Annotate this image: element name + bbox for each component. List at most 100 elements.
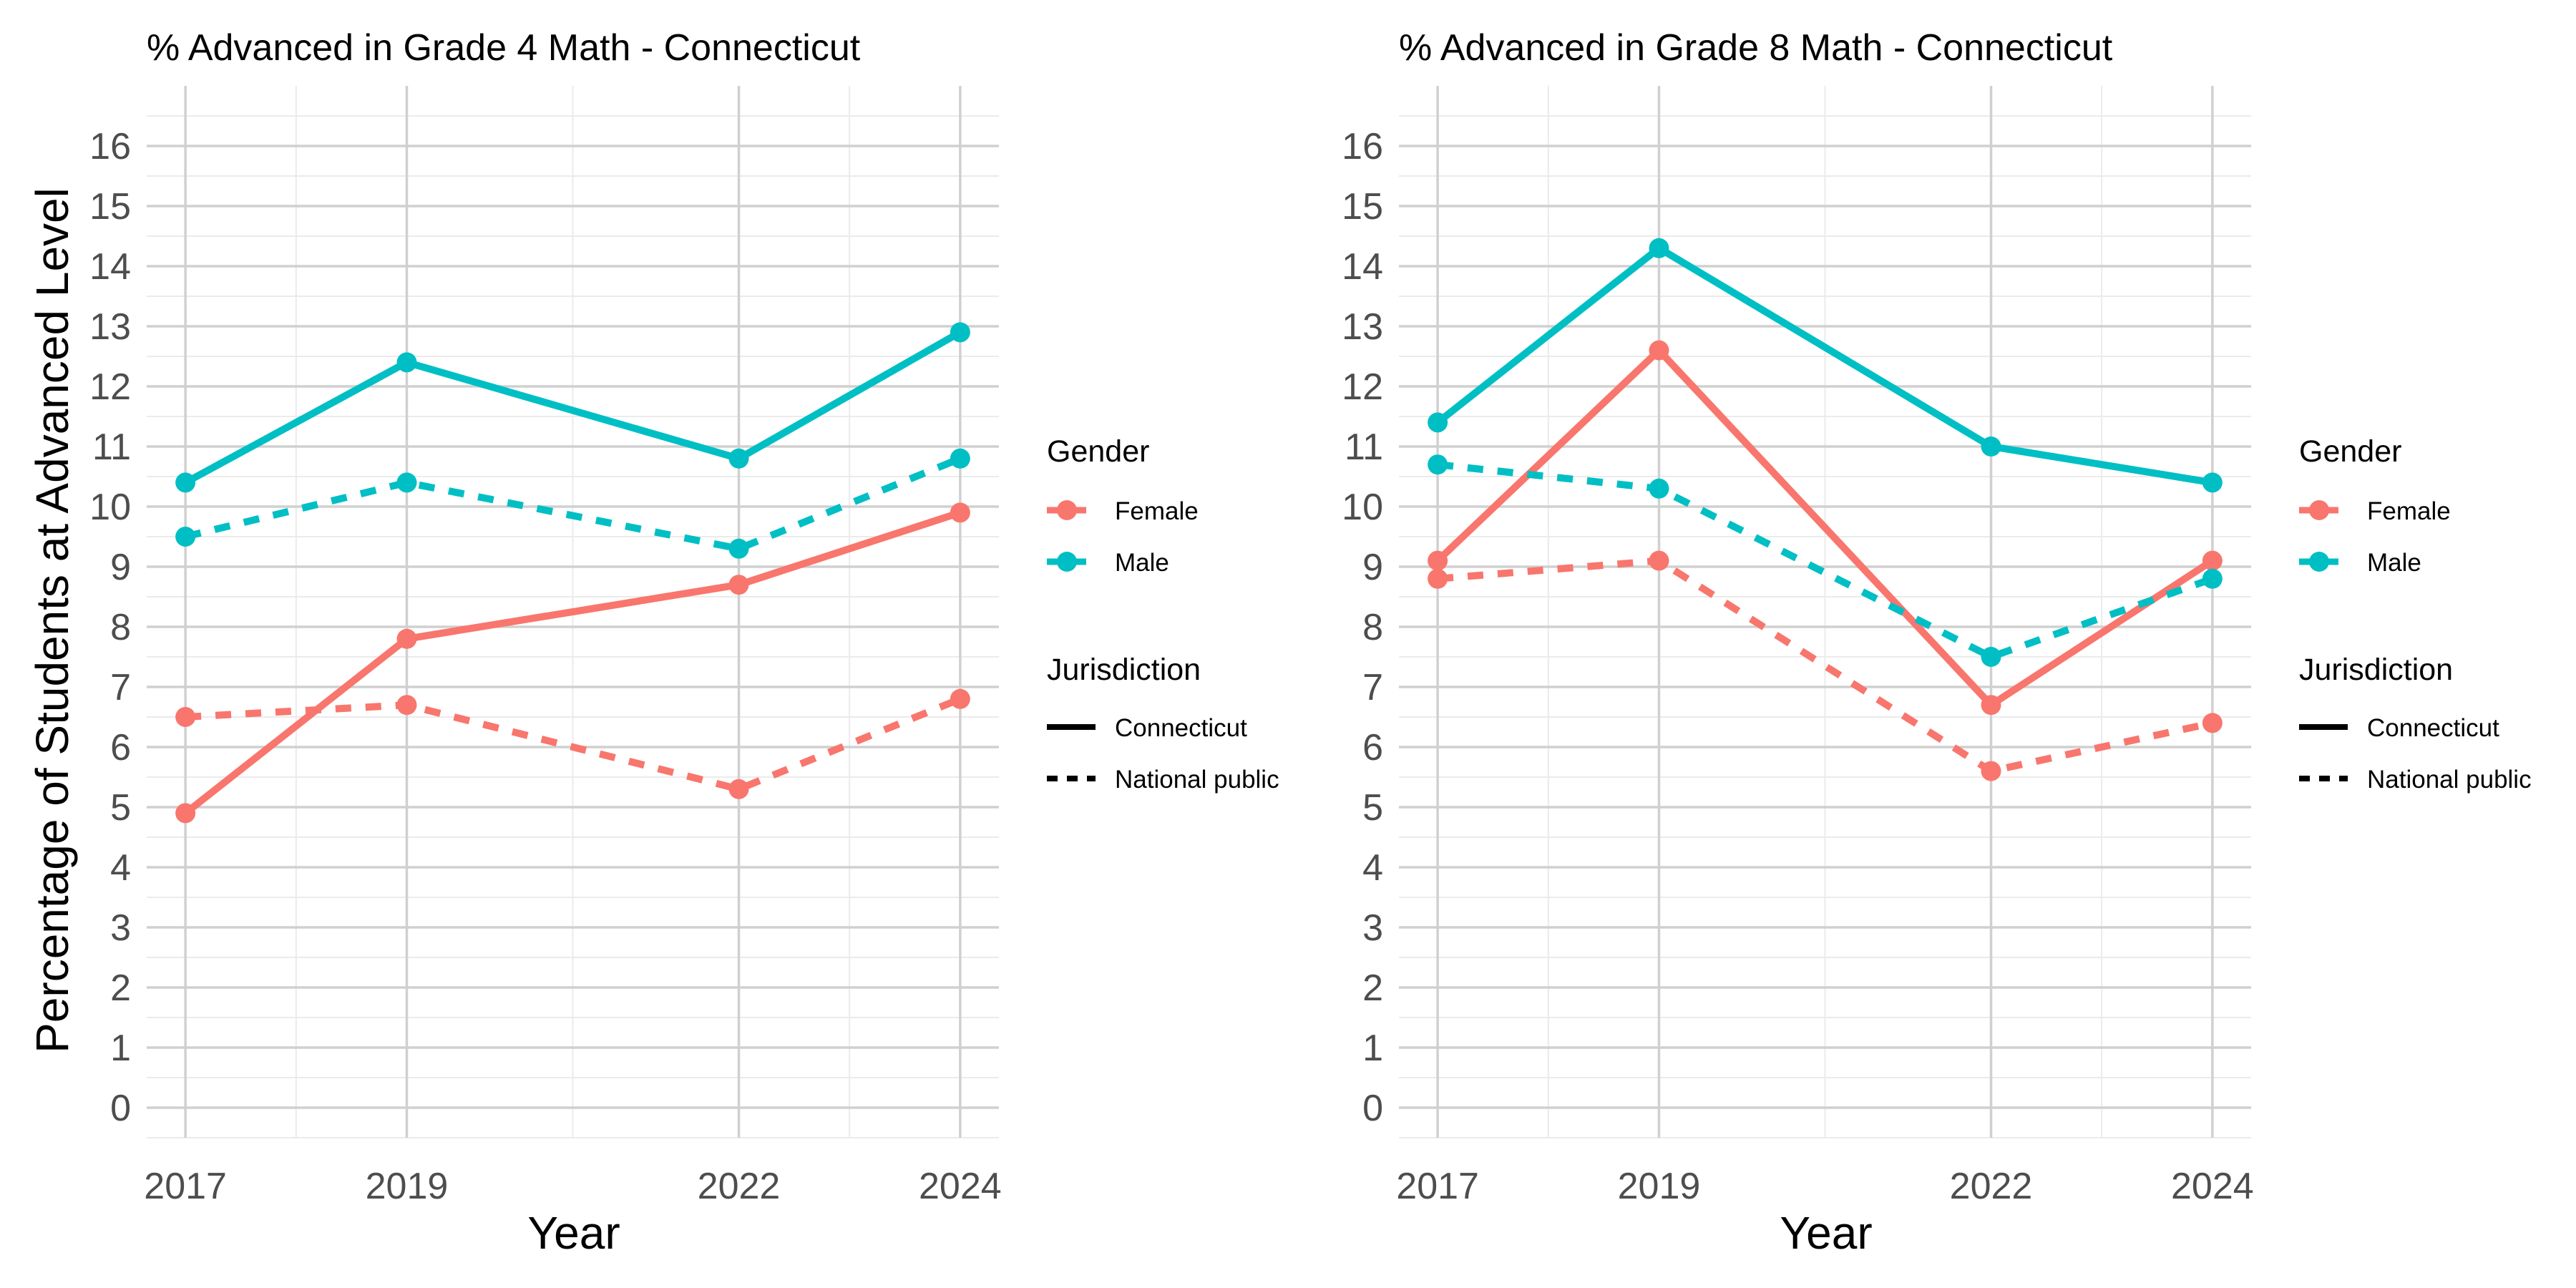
data-point-female-national-public — [1428, 568, 1448, 589]
y-tick-label: 13 — [1342, 306, 1383, 348]
y-tick-label: 15 — [1342, 186, 1383, 228]
x-tick-label: 2022 — [1950, 1166, 2033, 1207]
y-tick-label: 14 — [89, 246, 131, 288]
y-tick-label: 1 — [110, 1028, 131, 1069]
x-tick-label: 2017 — [144, 1166, 227, 1207]
legend-label-connecticut: Connecticut — [2367, 714, 2499, 742]
legend-label-connecticut: Connecticut — [1115, 714, 1247, 742]
legend-label-national-public: National public — [1115, 766, 1279, 794]
data-point-male-connecticut — [396, 352, 417, 373]
y-tick-label: 16 — [89, 126, 131, 167]
y-tick-label: 11 — [92, 426, 131, 468]
x-axis-title: Year — [527, 1207, 620, 1259]
series-lines — [183, 329, 962, 816]
legend-label-female: Female — [2367, 497, 2451, 525]
series-line-female-connecticut — [183, 509, 962, 816]
series-lines — [1435, 244, 2215, 775]
x-tick-labels: 2017 2019 2022 2024 — [144, 1166, 1001, 1207]
x-tick-label: 2019 — [366, 1166, 449, 1207]
legend-key-point-male — [1057, 552, 1077, 572]
legend-key-point-female — [2309, 500, 2329, 520]
x-axis-title: Year — [1780, 1207, 1872, 1259]
y-tick-label: 5 — [1362, 787, 1383, 829]
legend-label-national-public: National public — [2367, 766, 2532, 794]
data-point-female-national-public — [728, 779, 749, 799]
data-point-male-national-public — [2202, 568, 2223, 589]
y-tick-label: 3 — [110, 907, 131, 949]
data-point-female-connecticut — [950, 502, 970, 523]
legend-jurisdiction-title: Jurisdiction — [2299, 653, 2453, 687]
x-tick-label: 2019 — [1618, 1166, 1701, 1207]
y-tick-label: 0 — [1362, 1088, 1383, 1129]
data-point-female-connecticut — [728, 575, 749, 595]
y-tick-label: 15 — [89, 186, 131, 228]
series-line-male-connecticut — [1435, 244, 2213, 487]
legend-gender-title: Gender — [2299, 434, 2401, 469]
data-point-male-connecticut — [1981, 436, 2001, 457]
y-tick-label: 13 — [89, 306, 131, 348]
y-tick-label: 10 — [89, 487, 131, 528]
y-tick-label: 3 — [1362, 907, 1383, 949]
data-point-female-connecticut — [396, 628, 417, 649]
data-point-female-connecticut — [1981, 695, 2001, 716]
x-tick-label: 2024 — [919, 1166, 1002, 1207]
data-point-male-connecticut — [950, 322, 970, 343]
y-axis-title: Percentage of Students at Advanced Level — [26, 187, 78, 1053]
data-point-female-national-public — [2202, 713, 2223, 733]
gridlines — [147, 86, 999, 1138]
data-point-male-national-public — [1428, 454, 1448, 475]
x-tick-label: 2022 — [698, 1166, 781, 1207]
data-point-male-national-public — [175, 527, 196, 547]
x-tick-labels: 2017 2019 2022 2024 — [1396, 1166, 2253, 1207]
data-point-male-connecticut — [175, 472, 196, 493]
data-point-female-national-public — [175, 707, 196, 727]
legend-jurisdiction-title: Jurisdiction — [1047, 653, 1201, 687]
legend-key-point-female — [1057, 500, 1077, 520]
data-point-male-national-public — [728, 538, 749, 559]
legend-gender-title: Gender — [1047, 434, 1149, 469]
y-tick-label: 4 — [1362, 847, 1383, 889]
data-point-female-connecticut — [1649, 340, 1669, 361]
y-tick-label: 14 — [1342, 246, 1383, 288]
series-line-female-national-public — [185, 696, 962, 793]
y-tick-label: 12 — [1342, 366, 1383, 408]
y-tick-label: 0 — [110, 1088, 131, 1129]
data-point-male-connecticut — [2202, 472, 2223, 493]
legend-label-female: Female — [1115, 497, 1199, 525]
series-line-male-national-public — [184, 455, 962, 552]
data-point-male-connecticut — [728, 448, 749, 469]
y-tick-label: 11 — [1345, 426, 1383, 468]
data-point-female-connecticut — [1428, 550, 1448, 571]
y-tick-label: 9 — [1362, 547, 1383, 588]
legend: Gender Female Male Jurisdiction Connectic… — [2299, 434, 2532, 794]
data-point-female-connecticut — [2202, 550, 2223, 571]
y-tick-label: 7 — [1362, 667, 1383, 708]
data-point-male-national-public — [950, 448, 970, 469]
data-point-male-connecticut — [1428, 412, 1448, 433]
series-line-female-connecticut — [1435, 346, 2215, 709]
x-tick-label: 2017 — [1396, 1166, 1479, 1207]
series-points — [175, 322, 970, 824]
x-tick-label: 2024 — [2171, 1166, 2254, 1207]
y-tick-label: 7 — [110, 667, 131, 708]
data-point-male-national-public — [396, 472, 417, 493]
data-point-female-national-public — [1649, 550, 1669, 571]
chart-title: % Advanced in Grade 4 Math - Connecticut — [147, 27, 861, 69]
series-line-male-connecticut — [183, 329, 962, 486]
y-tick-label: 8 — [110, 607, 131, 648]
y-tick-label: 6 — [110, 727, 131, 769]
data-point-male-national-public — [1981, 647, 2001, 667]
data-point-male-connecticut — [1649, 238, 1669, 258]
chart-title: % Advanced in Grade 8 Math - Connecticut — [1399, 27, 2113, 69]
y-tick-label: 6 — [1362, 727, 1383, 769]
panel-grade4: % Advanced in Grade 4 Math - Connecticut… — [26, 27, 1279, 1259]
series-points — [1428, 238, 2223, 781]
y-tick-label: 2 — [1362, 967, 1383, 1009]
y-tick-label: 4 — [110, 847, 131, 889]
panel-grade8: % Advanced in Grade 8 Math - Connecticut… — [1342, 27, 2531, 1259]
legend-key-point-male — [2309, 552, 2329, 572]
data-point-female-national-public — [1981, 761, 2001, 781]
y-tick-label: 16 — [1342, 126, 1383, 167]
